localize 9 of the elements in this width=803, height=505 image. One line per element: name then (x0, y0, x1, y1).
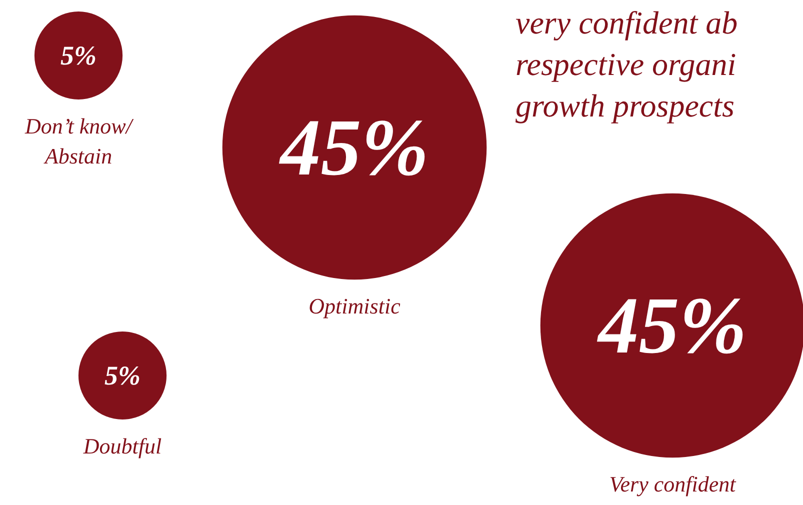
text: very confident ab respective organi growth prospects (516, 4, 738, 124)
category-label: Very confident (609, 472, 737, 497)
category-label: Optimistic (308, 294, 401, 319)
data-label: 45% (278, 102, 429, 192)
data-label: 45% (596, 280, 747, 370)
category-label: Don’t know/ Abstain (24, 114, 134, 169)
category-label: Doubtful (82, 434, 162, 459)
data-label: 5% (104, 360, 141, 390)
data-label: 5% (60, 40, 97, 70)
